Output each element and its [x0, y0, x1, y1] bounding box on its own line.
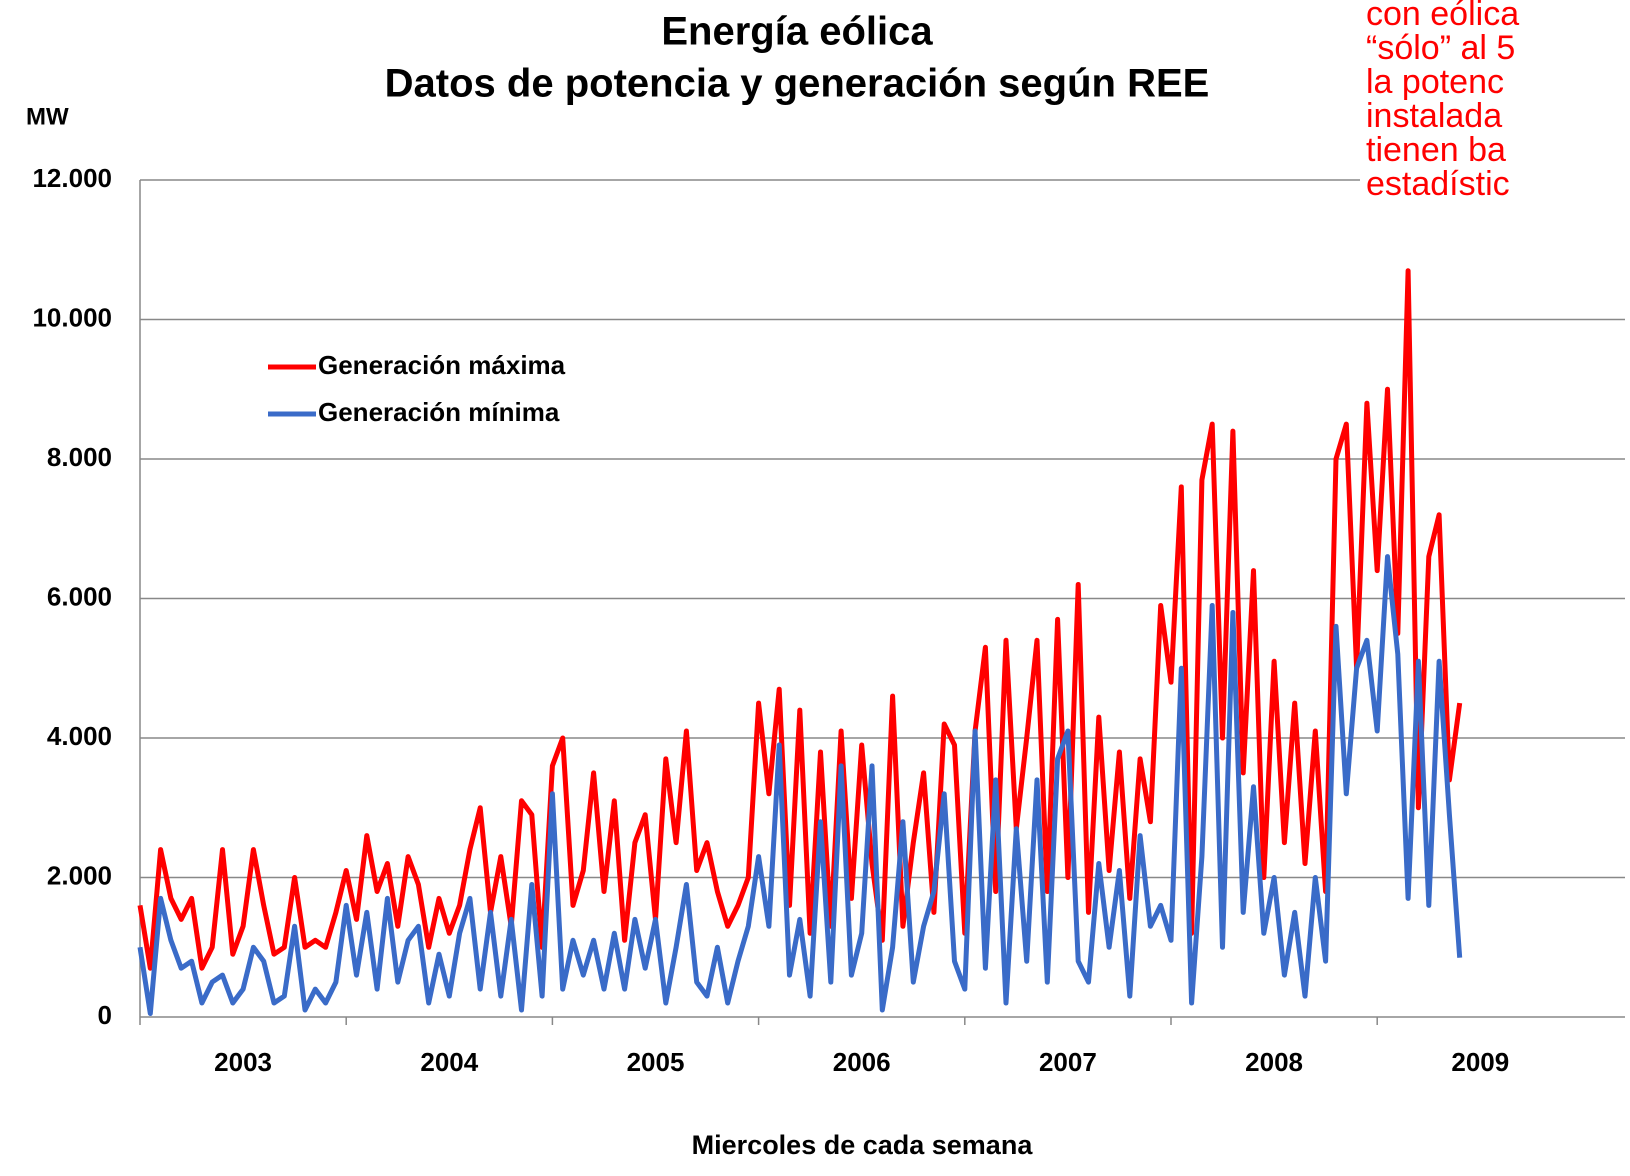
x-tick-label: 2005: [627, 1047, 685, 1077]
y-axis-label: MW: [26, 103, 69, 130]
x-tick-label: 2008: [1245, 1047, 1303, 1077]
y-tick-label: 6.000: [47, 581, 112, 611]
annotation-line: tienen ba: [1366, 131, 1506, 169]
y-tick-label: 8.000: [47, 442, 112, 472]
x-tick-label: 2009: [1451, 1047, 1509, 1077]
legend-label: Generación mínima: [318, 397, 560, 427]
annotation-line: con eólica: [1366, 0, 1519, 33]
x-tick-label: 2006: [833, 1047, 891, 1077]
y-tick-label: 4.000: [47, 721, 112, 751]
annotation-background: [1360, 0, 1630, 222]
annotation-line: la potenc: [1366, 63, 1504, 101]
x-axis-label: Miercoles de cada semana: [692, 1130, 1034, 1160]
y-tick-label: 12.000: [32, 163, 112, 193]
y-tick-label: 0: [98, 1000, 112, 1030]
series-line: [137, 268, 1463, 971]
x-tick-label: 2004: [420, 1047, 478, 1077]
annotation-line: instalada: [1366, 97, 1502, 135]
series-line: [137, 554, 1463, 1016]
chart-subtitle: Datos de potencia y generación según REE: [385, 62, 1210, 106]
chart-title: Energía eólica: [661, 10, 933, 54]
y-tick-label: 2.000: [47, 860, 112, 890]
x-tick-label: 2007: [1039, 1047, 1097, 1077]
annotation-line: “sólo” al 5: [1366, 29, 1515, 67]
legend-label: Generación máxima: [318, 350, 566, 380]
annotation-line: estadístic: [1366, 165, 1510, 203]
y-tick-label: 10.000: [32, 302, 112, 332]
x-tick-label: 2003: [214, 1047, 272, 1077]
